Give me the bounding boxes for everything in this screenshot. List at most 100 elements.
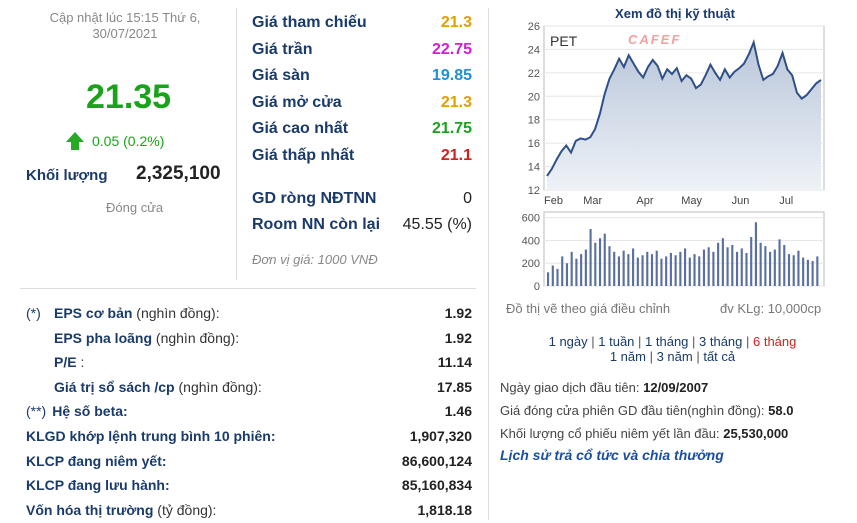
volume-bar bbox=[641, 255, 644, 286]
first-trade-date: Ngày giao dịch đầu tiên: 12/09/2007 bbox=[500, 380, 709, 395]
volume-bar bbox=[603, 233, 606, 286]
first-listing-volume: Khối lượng cổ phiếu niêm yết lần đầu: 25… bbox=[500, 426, 789, 441]
volume-bar bbox=[797, 250, 800, 286]
fundamental-row: (*) EPS cơ bản (nghìn đồng): 1.92 bbox=[26, 303, 472, 323]
volume-tick-label: 200 bbox=[522, 258, 540, 270]
volume-bar bbox=[792, 255, 795, 286]
volume-bar bbox=[707, 247, 710, 286]
price-row-label: Giá sàn bbox=[252, 67, 310, 85]
fundamental-value: 86,600,124 bbox=[401, 453, 472, 469]
period-option[interactable]: 1 tuần bbox=[598, 334, 635, 349]
price-row-value: 19.85 bbox=[431, 67, 472, 85]
price-line bbox=[546, 39, 822, 177]
price-tick-label: 14 bbox=[528, 162, 540, 174]
period-option[interactable]: 3 tháng bbox=[699, 334, 743, 349]
fundamental-label: KLCP đang lưu hành: bbox=[26, 477, 170, 493]
volume-bar bbox=[547, 272, 550, 286]
price-row: Giá thấp nhất 21.1 bbox=[252, 143, 472, 170]
fundamental-row: KLGD khớp lệnh trung bình 10 phiên: 1,907… bbox=[26, 426, 472, 446]
fundamental-value: 1,818.18 bbox=[417, 502, 473, 518]
volume-bar bbox=[589, 229, 592, 286]
volume-bar bbox=[636, 257, 639, 286]
volume-bar bbox=[802, 257, 805, 286]
volume-bar bbox=[613, 251, 616, 286]
foreign-room-label: Room NN còn lại bbox=[252, 216, 381, 233]
price-row-label: Giá tham chiếu bbox=[252, 14, 367, 32]
volume-bar bbox=[669, 252, 672, 286]
volume-value: 2,325,100 bbox=[136, 163, 221, 184]
period-selector: 1 năm | 3 năm | tất cả bbox=[609, 349, 736, 364]
volume-bar bbox=[584, 249, 587, 286]
price-change-value: 0.05 (0.2%) bbox=[92, 133, 165, 149]
volume-bar bbox=[565, 263, 569, 286]
volume-bar bbox=[811, 260, 814, 286]
fundamental-label: KLGD khớp lệnh trung bình 10 phiên: bbox=[26, 428, 276, 444]
period-option[interactable]: 1 năm bbox=[609, 349, 646, 364]
volume-bar bbox=[712, 251, 715, 286]
volume-bar bbox=[759, 242, 762, 286]
price-tick-label: 12 bbox=[528, 185, 540, 197]
volume-tick-label: 600 bbox=[522, 213, 540, 225]
price-row-value: 22.75 bbox=[431, 40, 472, 58]
price-tick-label: 24 bbox=[528, 44, 540, 56]
fundamental-value: 11.14 bbox=[437, 354, 472, 370]
current-price: 21.35 bbox=[86, 78, 172, 116]
volume-bar bbox=[726, 247, 729, 286]
volume-bar bbox=[570, 251, 573, 286]
fundamental-label: (*) EPS cơ bản (nghìn đồng): bbox=[26, 305, 220, 321]
fundamental-value: 17.85 bbox=[436, 379, 472, 395]
volume-bar bbox=[693, 254, 696, 286]
price-row: Giá tham chiếu 21.3 bbox=[252, 10, 472, 37]
volume-label: Khối lượng bbox=[26, 167, 108, 184]
volume-bar bbox=[740, 248, 743, 286]
month-tick-label: Apr bbox=[636, 195, 653, 207]
fundamental-value: 1.46 bbox=[444, 403, 472, 419]
volume-bar bbox=[816, 256, 819, 286]
volume-tick-label: 0 bbox=[534, 281, 540, 290]
period-option[interactable]: tất cả bbox=[703, 349, 736, 364]
fundamental-label: Vốn hóa thị trường (tỷ đồng): bbox=[26, 502, 217, 518]
volume-bar bbox=[698, 256, 701, 286]
update-time: Cập nhật lúc 15:15 Thứ 6, 30/07/2021 bbox=[20, 10, 230, 42]
arrow-up-icon bbox=[66, 132, 84, 150]
volume-bar bbox=[617, 256, 620, 286]
price-tick-label: 26 bbox=[528, 21, 540, 33]
chart-title-link[interactable]: Xem đồ thị kỹ thuật bbox=[615, 6, 735, 21]
divider bbox=[488, 8, 489, 520]
price-row: Giá cao nhất 21.75 bbox=[252, 116, 472, 143]
fundamental-row: Giá trị sổ sách /cp (nghìn đồng): 17.85 bbox=[26, 377, 472, 397]
ticker-label: PET bbox=[550, 33, 578, 49]
foreign-net-row: GD ròng NĐTNN 0 bbox=[252, 190, 472, 208]
price-tick-label: 20 bbox=[528, 91, 540, 103]
foreign-net-value: 0 bbox=[463, 190, 472, 207]
volume-bar bbox=[721, 238, 724, 286]
divider bbox=[20, 288, 476, 289]
dividend-history-link[interactable]: Lịch sử trả cổ tức và chia thưởng bbox=[500, 447, 724, 463]
price-row: Giá sàn 19.85 bbox=[252, 63, 472, 90]
volume-bar bbox=[575, 258, 578, 286]
price-table: Giá tham chiếu 21.3 Giá trần 22.75 Giá sàn 19… bbox=[252, 10, 472, 169]
fundamental-label: Giá trị sổ sách /cp (nghìn đồng): bbox=[54, 379, 262, 395]
volume-bar bbox=[632, 248, 635, 286]
update-time-line1: Cập nhật lúc 15:15 Thứ 6, bbox=[49, 10, 201, 25]
chart-volume-unit: đv KLg: 10,000cp bbox=[720, 301, 822, 316]
price-row: Giá trần 22.75 bbox=[252, 37, 472, 64]
cafef-logo: CAFEF bbox=[628, 32, 681, 47]
price-row-value: 21.1 bbox=[440, 146, 472, 164]
period-option[interactable]: 6 tháng bbox=[753, 334, 797, 349]
month-tick-label: Mar bbox=[583, 195, 602, 207]
period-option[interactable]: 1 ngày bbox=[548, 334, 588, 349]
foreign-room-value: 45.55 (%) bbox=[402, 216, 472, 233]
period-option[interactable]: 1 tháng bbox=[645, 334, 689, 349]
technical-chart[interactable]: 26 24 22 20 18 16 14 12 PET CAFEF Feb Mar Apr May Jun J… bbox=[510, 20, 830, 290]
volume-bar bbox=[561, 256, 564, 286]
fundamental-row: KLCP đang niêm yết: 86,600,124 bbox=[26, 451, 472, 471]
period-option[interactable]: 3 năm bbox=[656, 349, 693, 364]
price-row-label: Giá cao nhất bbox=[252, 120, 349, 138]
close-status: Đóng cửa bbox=[106, 200, 164, 215]
volume-bar bbox=[773, 249, 776, 286]
volume-bar bbox=[702, 249, 706, 286]
month-tick-label: Jul bbox=[779, 195, 793, 207]
period-selector: 1 ngày | 1 tuần | 1 tháng | 3 tháng | 6 … bbox=[548, 334, 797, 349]
volume-bar bbox=[778, 239, 781, 286]
